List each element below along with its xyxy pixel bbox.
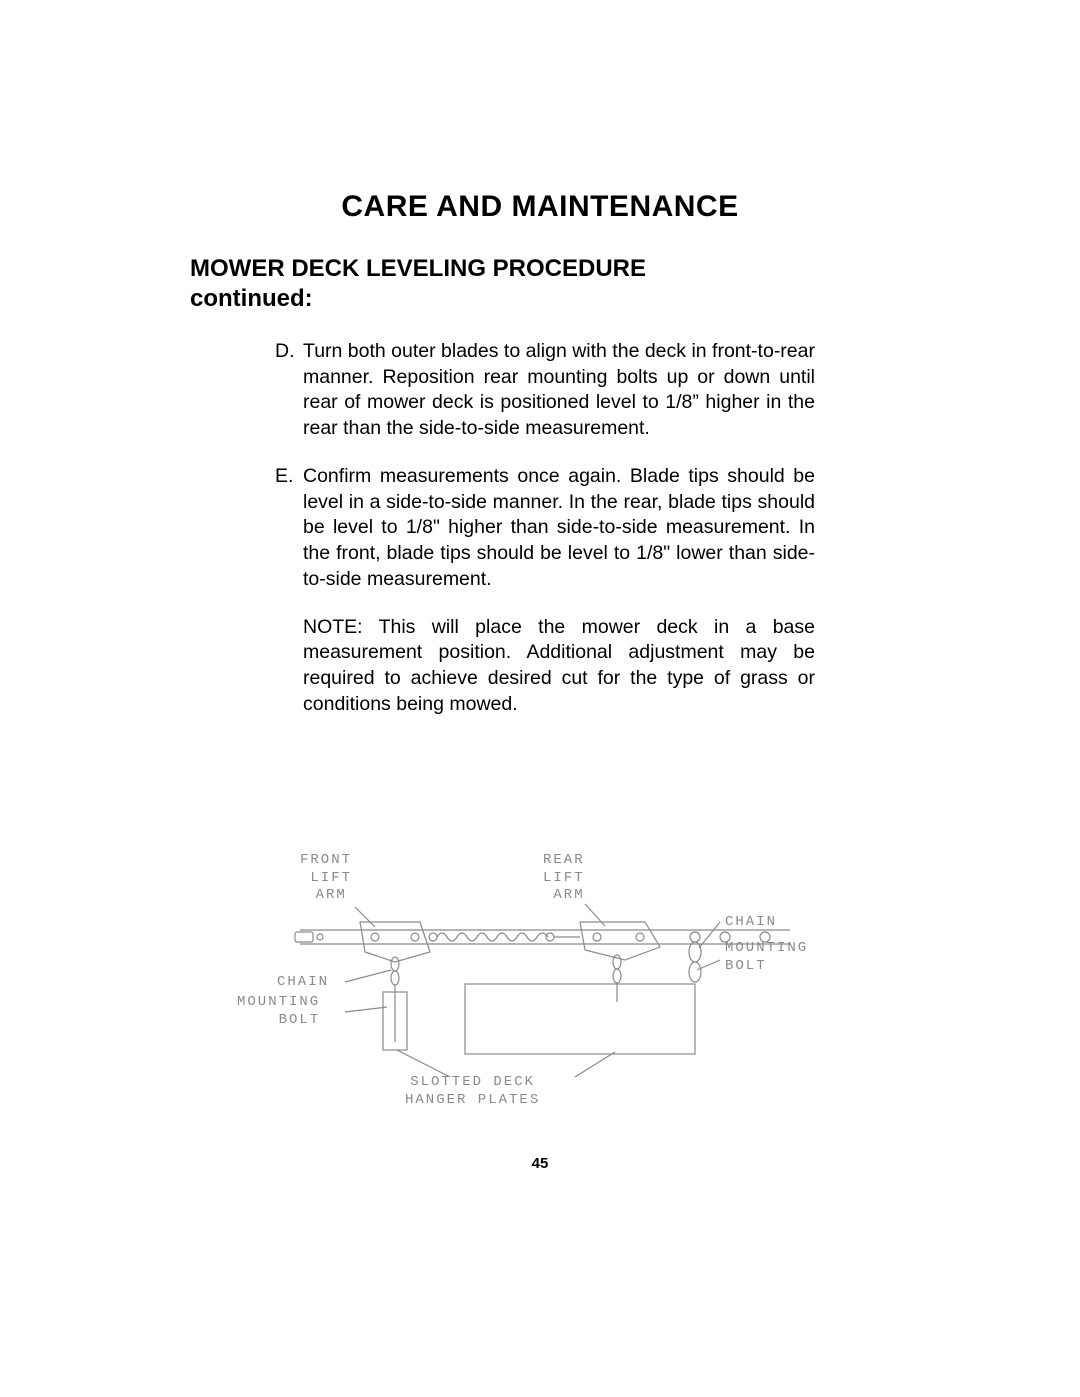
label-slotted-deck: SLOTTED DECK HANGER PLATES bbox=[405, 1074, 540, 1109]
subtitle-line-1: MOWER DECK LEVELING PROCEDURE bbox=[190, 255, 646, 282]
label-chain-right: CHAIN bbox=[725, 914, 777, 932]
paragraph-d: D. Turn both outer blades to align with … bbox=[275, 339, 815, 442]
paragraph-e-text: Confirm measurements once again. Blade t… bbox=[303, 464, 815, 593]
label-front-lift-arm: FRONT LIFT ARM bbox=[300, 852, 352, 905]
paragraph-note: NOTE: This will place the mower deck in … bbox=[303, 615, 815, 718]
deck-diagram: FRONT LIFT ARM REAR LIFT ARM CHAIN MOUNT… bbox=[265, 852, 825, 1112]
label-mounting-bolt-left: MOUNTING BOLT bbox=[237, 994, 320, 1029]
page-number: 45 bbox=[0, 1155, 1080, 1172]
paragraph-e-marker: E. bbox=[275, 464, 303, 593]
label-mounting-bolt-right: MOUNTING BOLT bbox=[725, 940, 808, 975]
label-rear-lift-arm: REAR LIFT ARM bbox=[543, 852, 585, 905]
body-text-block: D. Turn both outer blades to align with … bbox=[275, 339, 815, 718]
subtitle-line-2: continued: bbox=[190, 285, 313, 312]
manual-page: CARE AND MAINTENANCE MOWER DECK LEVELING… bbox=[0, 0, 1080, 1397]
paragraph-d-text: Turn both outer blades to align with the… bbox=[303, 339, 815, 442]
paragraph-e: E. Confirm measurements once again. Blad… bbox=[275, 464, 815, 593]
page-title: CARE AND MAINTENANCE bbox=[190, 190, 890, 224]
section-subtitle: MOWER DECK LEVELING PROCEDURE continued: bbox=[190, 254, 890, 314]
label-chain-left: CHAIN bbox=[277, 974, 329, 992]
paragraph-d-marker: D. bbox=[275, 339, 303, 442]
